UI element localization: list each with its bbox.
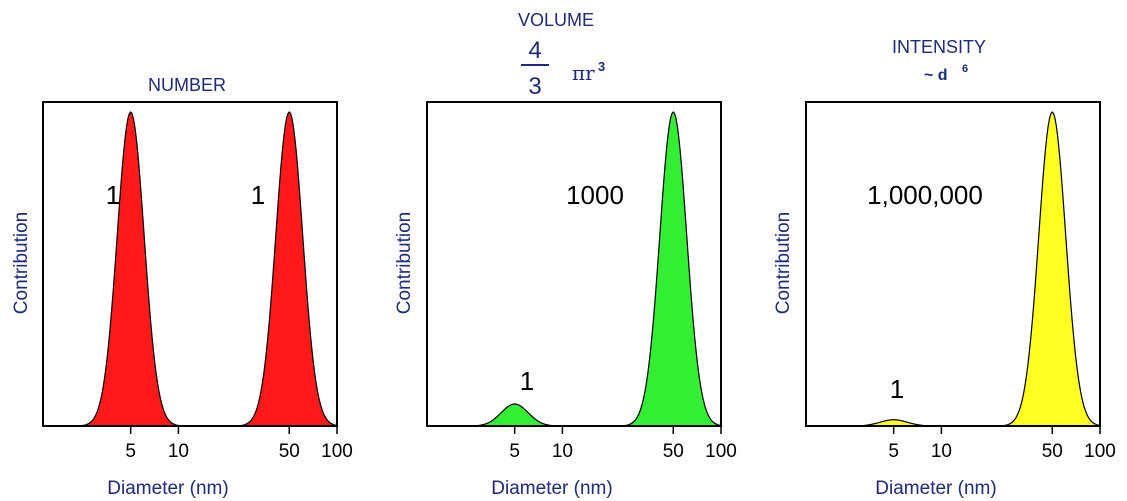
- formula-text: πr: [572, 61, 595, 85]
- y-axis-label: Contribution: [11, 212, 32, 314]
- y-axis-label: Contribution: [773, 212, 794, 314]
- x-tick-label: 5: [125, 441, 136, 462]
- peak-label: 1: [106, 180, 120, 210]
- x-tick-label: 10: [931, 441, 952, 462]
- plot-area: [839, 111, 1100, 426]
- panel-title: INTENSITY: [892, 37, 986, 57]
- x-axis-label: Diameter (nm): [875, 478, 996, 499]
- formula-denominator: 3: [528, 73, 541, 100]
- distribution-peak: [76, 111, 185, 426]
- x-tick-label: 50: [279, 441, 300, 462]
- x-tick-label: 50: [663, 441, 684, 462]
- panel-number: NUMBER 5 10 50 100 1 1 Diameter (nm) Contri…: [11, 75, 353, 499]
- panel-title: NUMBER: [148, 75, 226, 95]
- x-tick-label: 50: [1042, 441, 1063, 462]
- peak-label: 1000: [566, 180, 624, 210]
- x-axis-label: Diameter (nm): [107, 478, 228, 499]
- peak-label: 1: [520, 366, 534, 396]
- plot-area: [460, 111, 721, 426]
- panel-volume: VOLUME 4 3 πr 3 5 10 50 100 1000 1 Diameter…: [394, 10, 737, 499]
- volume-formula: 4 3 πr 3: [521, 37, 605, 100]
- distribution-peak: [998, 111, 1100, 426]
- formula-exponent: 3: [598, 59, 605, 74]
- formula-exponent: 6: [962, 63, 968, 75]
- plot-frame: [426, 101, 722, 427]
- formula-text: ~ d: [924, 67, 948, 84]
- x-axis-label: Diameter (nm): [491, 478, 612, 499]
- x-tick-label: 5: [509, 441, 520, 462]
- y-axis-label: Contribution: [394, 212, 415, 314]
- plot-area: [76, 111, 337, 426]
- x-axis-ticks: 5 10 50 100: [125, 426, 353, 462]
- plot-frame: [42, 101, 338, 427]
- peak-label: 1: [890, 374, 904, 404]
- x-tick-label: 100: [705, 441, 737, 462]
- peak-label: 1,000,000: [867, 180, 983, 210]
- x-tick-label: 100: [1084, 441, 1116, 462]
- panel-intensity: INTENSITY ~ d 6 5 10 50 100 1,000,000 1 Dia…: [773, 37, 1116, 499]
- x-axis-ticks: 5 10 50 100: [888, 426, 1116, 462]
- intensity-formula: ~ d 6: [924, 63, 968, 84]
- x-tick-label: 10: [168, 441, 189, 462]
- peak-label: 1: [251, 180, 265, 210]
- distribution-peak: [619, 111, 721, 426]
- formula-numerator: 4: [528, 37, 541, 64]
- distribution-peak: [235, 111, 337, 426]
- plot-frame: [805, 101, 1101, 427]
- x-axis-ticks: 5 10 50 100: [509, 426, 737, 462]
- x-tick-label: 10: [552, 441, 573, 462]
- x-tick-label: 5: [888, 441, 899, 462]
- distribution-peak: [460, 403, 569, 426]
- panel-title: VOLUME: [518, 10, 594, 30]
- x-tick-label: 100: [321, 441, 353, 462]
